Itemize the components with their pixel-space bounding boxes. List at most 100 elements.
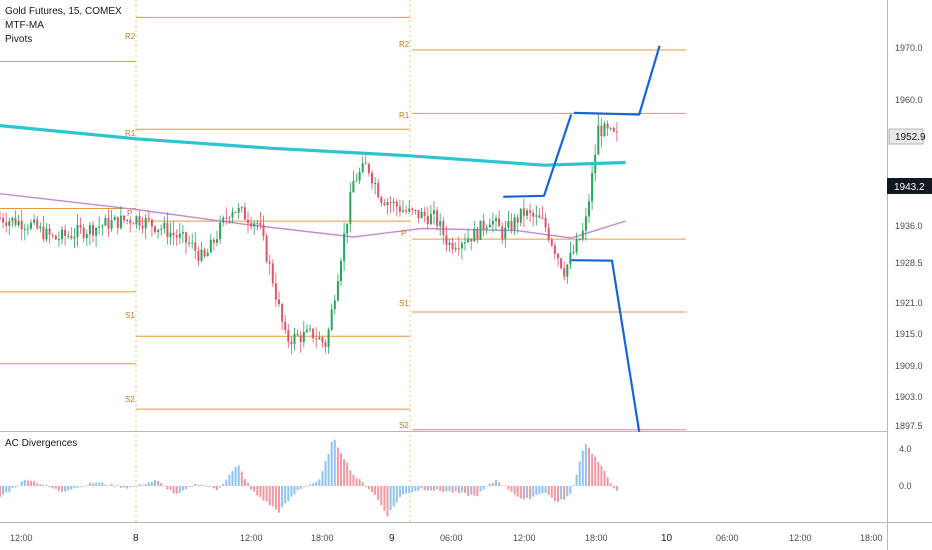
- candle-body: [178, 233, 181, 238]
- symbol-title[interactable]: Gold Futures, 15, COMEX: [5, 6, 122, 17]
- candle-body: [553, 245, 556, 254]
- candle-body: [498, 218, 501, 227]
- candle-body: [73, 236, 76, 239]
- oscillator-bar: [135, 486, 138, 487]
- candle-body: [364, 163, 367, 165]
- candle-body: [392, 201, 395, 204]
- oscillator-bar: [48, 486, 51, 487]
- x-tick-1200-a: 12:00: [10, 533, 33, 543]
- projection-line-0: [503, 114, 573, 198]
- x-tick-day-9: 9: [389, 533, 395, 544]
- candle-body: [513, 217, 516, 231]
- oscillator-bar: [479, 486, 482, 492]
- candle-body: [451, 242, 454, 250]
- candle-body: [281, 304, 284, 322]
- oscillator-bar: [333, 439, 336, 486]
- candle-body: [119, 215, 122, 229]
- pivot-label-r2-day2: R2: [399, 40, 410, 49]
- indicator-mtf-ma-label[interactable]: MTF-MA: [5, 20, 44, 31]
- oscillator-bar: [315, 481, 318, 486]
- candle-body: [36, 219, 39, 229]
- oscillator-bar: [113, 486, 116, 487]
- oscillator-bar: [476, 486, 479, 497]
- oscillator-bar: [178, 486, 181, 494]
- candle-body: [175, 235, 178, 238]
- candle-body: [445, 235, 448, 245]
- candle-body: [141, 225, 144, 229]
- oscillator-bar: [8, 486, 11, 492]
- candle-body: [371, 173, 373, 184]
- candle-body: [575, 239, 578, 252]
- last-price-badge: 1952.9: [888, 128, 926, 145]
- oscillator-bar: [510, 486, 513, 492]
- candle-body: [402, 210, 404, 212]
- candle-body: [296, 333, 299, 336]
- oscillator-bar: [197, 484, 200, 486]
- oscillator-bar: [64, 486, 67, 492]
- oscillator-bar: [33, 480, 36, 486]
- oscillator-bar: [324, 460, 327, 486]
- pivot-label-s1-day2: S1: [399, 299, 409, 308]
- oscillator-bar: [420, 486, 423, 489]
- candle-body: [491, 220, 494, 225]
- candle-body: [194, 242, 197, 251]
- oscillator-bar: [82, 486, 85, 487]
- candle-body: [389, 202, 392, 204]
- candle-body: [206, 252, 209, 257]
- candle-body: [305, 329, 308, 332]
- candle-body: [123, 215, 125, 221]
- candle-body: [116, 216, 119, 229]
- candle-body: [321, 337, 324, 343]
- oscillator-bar: [386, 486, 389, 517]
- oscillator-bar: [578, 461, 581, 486]
- candle-body: [17, 220, 20, 226]
- oscillator-bar: [132, 486, 135, 487]
- candle-body: [374, 183, 377, 185]
- oscillator-bar: [209, 486, 212, 487]
- oscillator-bar: [305, 486, 308, 487]
- oscillator-bar: [247, 482, 249, 486]
- oscillator-bar: [175, 486, 178, 494]
- oscillator-bar: [206, 486, 209, 487]
- candle-body: [147, 217, 150, 220]
- candle-body: [448, 242, 451, 245]
- oscillator-bar: [268, 486, 271, 506]
- oscillator-bar: [234, 467, 237, 486]
- candle-body: [253, 223, 256, 227]
- oscillator-title[interactable]: AC Divergences: [5, 438, 77, 449]
- candle-body: [488, 224, 491, 228]
- y-tick-1903: 1903.0: [895, 392, 923, 402]
- oscillator-bar: [377, 486, 380, 501]
- oscillator-bar: [519, 486, 522, 499]
- oscillator-bar: [287, 486, 290, 502]
- candle-body: [219, 222, 222, 240]
- x-tick-day-8: 8: [133, 533, 139, 544]
- x-tick-1200-b: 12:00: [240, 533, 263, 543]
- oscillator-bar: [513, 486, 516, 495]
- candle-body: [132, 223, 135, 225]
- candle-body: [259, 222, 262, 225]
- oscillator-bar: [547, 486, 550, 495]
- x-tick-0600-a: 06:00: [440, 533, 463, 543]
- oscillator-bar: [538, 486, 541, 495]
- oscillator-bar: [588, 447, 590, 486]
- oscillator-bar: [343, 459, 346, 486]
- candle-body: [411, 208, 414, 210]
- oscillator-bar: [147, 482, 150, 486]
- candle-body: [262, 224, 265, 236]
- oscillator-bar: [612, 486, 615, 489]
- candle-body: [302, 331, 305, 343]
- candle-body: [544, 217, 547, 228]
- candle-body: [349, 192, 352, 224]
- oscillator-bar: [473, 486, 476, 496]
- oscillator-bar: [57, 486, 60, 492]
- oscillator-bar: [581, 450, 584, 486]
- indicator-pivots-label[interactable]: Pivots: [5, 34, 32, 45]
- oscillator-bar: [169, 486, 172, 491]
- oscillator-bar: [45, 484, 48, 486]
- oscillator-bar: [495, 479, 497, 486]
- candle-body: [476, 228, 479, 240]
- candle-body: [287, 330, 290, 342]
- pivot-label-r1-day1: R1: [125, 129, 136, 138]
